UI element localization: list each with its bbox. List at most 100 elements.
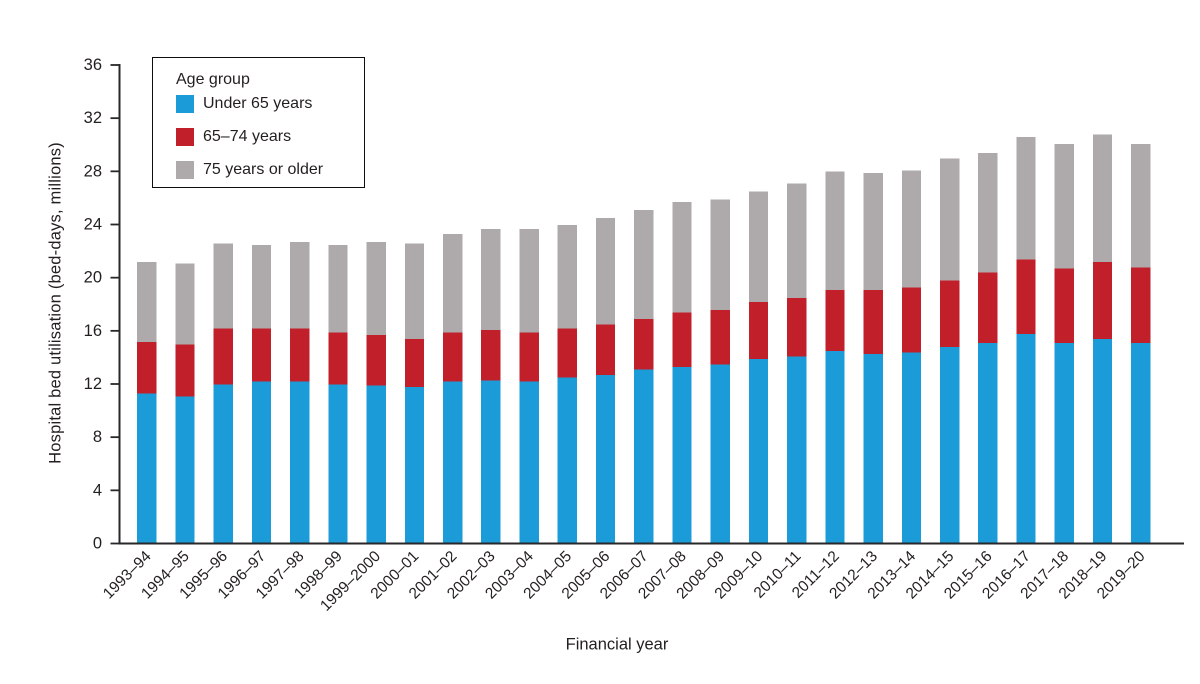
bar-segment: [710, 309, 730, 365]
bar-segment: [595, 218, 616, 325]
legend-item: Under 65 years: [176, 95, 364, 113]
bar-segment: [328, 244, 348, 333]
bar-segment: [366, 335, 386, 386]
y-tick-label: 16: [84, 322, 102, 340]
bar-segment: [748, 359, 769, 543]
legend-title: Age group: [176, 71, 250, 88]
bar-segment: [710, 199, 730, 310]
legend-swatch-65-74-icon: [176, 128, 194, 146]
bar-segment: [251, 381, 272, 543]
bar-segment: [1054, 343, 1074, 543]
bar-segment: [213, 384, 233, 543]
x-axis-title: Financial year: [565, 635, 669, 654]
legend-item: 75 years or older: [176, 161, 364, 179]
bar-segment: [863, 353, 883, 543]
bar-segment: [519, 332, 539, 382]
bar-segment: [634, 369, 654, 543]
legend-swatch-under-65-icon: [176, 95, 194, 113]
bar-segment: [825, 289, 845, 352]
bar-segment: [557, 377, 577, 543]
bar-segment: [1131, 143, 1151, 268]
bar-segment: [442, 332, 463, 382]
bar-segment: [213, 328, 233, 385]
y-tick-label: 4: [93, 481, 102, 499]
bar-segment: [442, 234, 463, 333]
bar-segment: [1054, 268, 1074, 344]
legend-item: 65–74 years: [176, 128, 364, 146]
bar-segment: [825, 171, 845, 290]
bar-segment: [137, 341, 157, 394]
bar-segment: [901, 352, 922, 543]
bar-segment: [481, 228, 501, 330]
bar-segment: [175, 396, 195, 543]
bar-segment: [939, 280, 960, 348]
bar-segment: [1131, 267, 1151, 344]
bar-segment: [481, 329, 501, 381]
bar-segment: [251, 244, 272, 329]
y-axis-title: Hospital bed utilisation (bed-days, mill…: [46, 142, 65, 464]
bar-segment: [481, 380, 501, 543]
bar-segment: [328, 384, 348, 543]
bar-segment: [634, 319, 654, 370]
y-tick-label: 28: [84, 162, 102, 180]
bar-segment: [366, 385, 386, 543]
bar-segment: [251, 328, 272, 382]
bar-segment: [328, 332, 348, 385]
bar-segment: [442, 381, 463, 543]
bar-segment: [978, 343, 998, 543]
bar-segment: [672, 202, 692, 313]
bar-segment: [1131, 343, 1151, 543]
y-tick-label: 8: [93, 428, 102, 446]
bar-segment: [901, 170, 922, 288]
bar-segment: [1016, 259, 1036, 334]
bar-segment: [137, 262, 157, 342]
y-tick-label: 12: [84, 375, 102, 393]
bar-segment: [787, 297, 807, 357]
bar-segment: [672, 367, 692, 543]
bar-segment: [519, 228, 539, 333]
bar-segment: [404, 243, 425, 340]
bar-segment: [595, 324, 616, 376]
bar-segment: [137, 393, 157, 543]
bar-segment: [519, 381, 539, 543]
y-tick-label: 32: [84, 109, 102, 127]
bar-segment: [213, 243, 233, 329]
legend-label-65-74: 65–74 years: [203, 128, 292, 145]
bar-segment: [557, 224, 577, 329]
bar-segment: [1054, 143, 1074, 269]
legend-swatch-75-older-icon: [176, 161, 194, 179]
bar-segment: [290, 242, 310, 329]
bar-segment: [175, 263, 195, 345]
bar-segment: [404, 386, 425, 543]
bar-segment: [978, 153, 998, 273]
bar-segment: [290, 328, 310, 382]
bar-segment: [901, 287, 922, 353]
bar-segment: [672, 312, 692, 368]
bar-segment: [366, 242, 386, 336]
bar-segment: [978, 272, 998, 344]
bar-segment: [748, 301, 769, 360]
bar-segment: [787, 183, 807, 298]
legend-label-75-older: 75 years or older: [203, 161, 324, 178]
bar-segment: [1092, 134, 1113, 263]
bar-segment: [939, 158, 960, 281]
bar-segment: [557, 328, 577, 378]
bar-segment: [1092, 339, 1113, 543]
bar-segment: [787, 356, 807, 543]
bar-segment: [1016, 137, 1036, 260]
bar-segment: [634, 210, 654, 320]
bar-segment: [1016, 333, 1036, 543]
legend-label-under-65: Under 65 years: [203, 95, 313, 112]
bar-segment: [1092, 262, 1113, 340]
bar-segment: [863, 289, 883, 354]
bar-segment: [863, 172, 883, 290]
bar-segment: [404, 339, 425, 387]
bar-segment: [595, 375, 616, 543]
y-tick-label: 20: [84, 269, 102, 287]
bar-segment: [939, 347, 960, 543]
legend: Age group Under 65 years 65–74 years 75 …: [152, 57, 365, 188]
bar-segment: [290, 381, 310, 543]
